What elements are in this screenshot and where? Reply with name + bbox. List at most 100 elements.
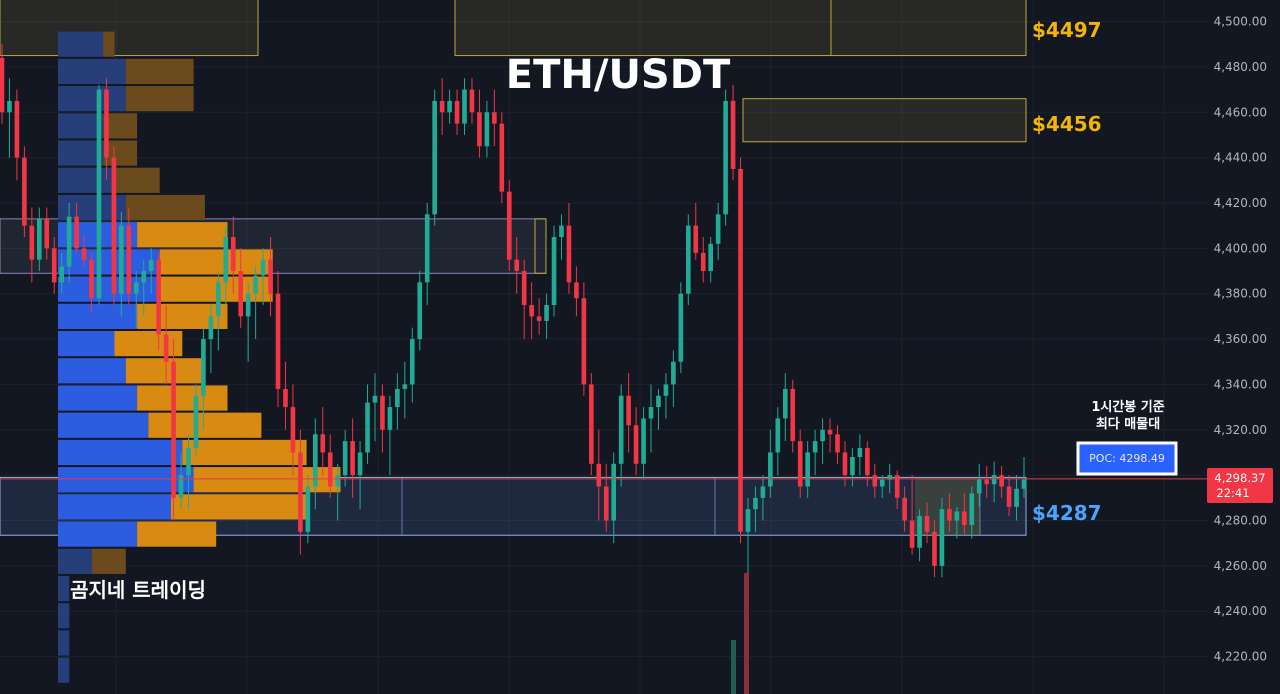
candle-body[interactable] xyxy=(81,248,87,260)
candle-body[interactable] xyxy=(260,259,266,276)
candle-body[interactable] xyxy=(872,475,878,487)
candle-body[interactable] xyxy=(641,418,646,464)
candle-body[interactable] xyxy=(409,339,415,385)
candle-body[interactable] xyxy=(708,243,713,272)
candle-body[interactable] xyxy=(216,282,221,317)
candle-body[interactable] xyxy=(887,475,893,480)
candle-body[interactable] xyxy=(671,361,676,385)
candle-body[interactable] xyxy=(969,493,975,526)
candle-body[interactable] xyxy=(902,497,907,521)
candle-body[interactable] xyxy=(238,271,244,317)
candle-body[interactable] xyxy=(387,407,393,430)
candlesticks[interactable] xyxy=(0,44,1027,578)
candle-body[interactable] xyxy=(894,475,900,498)
candle-body[interactable] xyxy=(850,456,855,476)
candle-body[interactable] xyxy=(932,531,937,566)
candle-body[interactable] xyxy=(477,112,482,147)
candle-body[interactable] xyxy=(596,463,602,487)
candle-body[interactable] xyxy=(89,259,94,299)
candle-body[interactable] xyxy=(193,395,199,448)
candle-body[interactable] xyxy=(133,282,139,294)
candle-body[interactable] xyxy=(0,57,5,113)
candle-body[interactable] xyxy=(245,293,251,317)
candle-body[interactable] xyxy=(715,214,721,244)
candle-body[interactable] xyxy=(678,293,684,362)
candle-body[interactable] xyxy=(797,441,803,487)
candle-body[interactable] xyxy=(7,100,12,113)
candle-body[interactable] xyxy=(66,216,72,267)
candle-body[interactable] xyxy=(335,475,341,487)
candle-body[interactable] xyxy=(104,89,109,158)
candle-body[interactable] xyxy=(603,486,609,521)
candle-body[interactable] xyxy=(462,89,467,124)
candle-body[interactable] xyxy=(827,429,833,435)
candle-body[interactable] xyxy=(506,191,512,260)
candle-body[interactable] xyxy=(178,475,184,498)
candle-body[interactable] xyxy=(544,305,549,321)
candle-body[interactable] xyxy=(730,100,736,169)
candle-body[interactable] xyxy=(529,305,534,317)
candle-body[interactable] xyxy=(589,384,594,464)
candle-body[interactable] xyxy=(768,452,773,487)
candle-body[interactable] xyxy=(984,479,990,485)
candle-body[interactable] xyxy=(663,384,669,396)
candle-body[interactable] xyxy=(357,452,363,476)
candle-body[interactable] xyxy=(835,434,840,453)
candle-body[interactable] xyxy=(372,395,378,403)
candle-body[interactable] xyxy=(14,100,20,158)
candle-body[interactable] xyxy=(514,259,520,272)
candle-body[interactable] xyxy=(536,316,542,321)
candle-body[interactable] xyxy=(924,515,930,532)
candle-body[interactable] xyxy=(738,168,743,532)
candle-body[interactable] xyxy=(991,475,997,485)
candle-body[interactable] xyxy=(469,89,475,113)
candle-body[interactable] xyxy=(745,509,751,532)
candle-body[interactable] xyxy=(1014,488,1019,507)
candle-body[interactable] xyxy=(999,475,1004,487)
candle-body[interactable] xyxy=(171,361,176,498)
candle-body[interactable] xyxy=(611,463,617,521)
candle-body[interactable] xyxy=(148,259,154,272)
candle-body[interactable] xyxy=(439,100,445,113)
candle-body[interactable] xyxy=(253,275,258,294)
candle-body[interactable] xyxy=(693,225,699,253)
candle-body[interactable] xyxy=(1021,479,1027,489)
candle-body[interactable] xyxy=(559,225,564,238)
candle-body[interactable] xyxy=(365,402,370,453)
candle-body[interactable] xyxy=(342,441,348,476)
candle-body[interactable] xyxy=(141,271,147,283)
candle-body[interactable] xyxy=(865,447,870,476)
candle-body[interactable] xyxy=(29,225,35,260)
candle-body[interactable] xyxy=(618,395,624,464)
candle-body[interactable] xyxy=(417,282,423,340)
candle-body[interactable] xyxy=(126,225,132,294)
candle-body[interactable] xyxy=(484,112,490,147)
candle-body[interactable] xyxy=(760,486,766,498)
candle-body[interactable] xyxy=(685,225,691,294)
candle-body[interactable] xyxy=(626,395,631,426)
candle-body[interactable] xyxy=(186,447,191,476)
candle-body[interactable] xyxy=(290,407,296,453)
candle-body[interactable] xyxy=(820,429,825,442)
candle-body[interactable] xyxy=(268,259,273,294)
candle-body[interactable] xyxy=(842,452,848,476)
candle-body[interactable] xyxy=(380,395,385,430)
candle-body[interactable] xyxy=(954,511,960,521)
candle-body[interactable] xyxy=(753,497,758,510)
candle-body[interactable] xyxy=(424,214,430,283)
candle-body[interactable] xyxy=(812,441,818,453)
candle-body[interactable] xyxy=(447,100,452,113)
candle-body[interactable] xyxy=(581,298,587,385)
candle-body[interactable] xyxy=(51,248,57,283)
candle-body[interactable] xyxy=(275,293,281,389)
candle-body[interactable] xyxy=(305,486,311,532)
candle-body[interactable] xyxy=(36,218,42,260)
candle-body[interactable] xyxy=(119,225,124,294)
candle-body[interactable] xyxy=(156,259,161,335)
candle-body[interactable] xyxy=(59,266,64,283)
candle-body[interactable] xyxy=(111,157,117,294)
candle-body[interactable] xyxy=(492,112,497,124)
candle-body[interactable] xyxy=(201,339,206,396)
candle-body[interactable] xyxy=(74,216,79,249)
